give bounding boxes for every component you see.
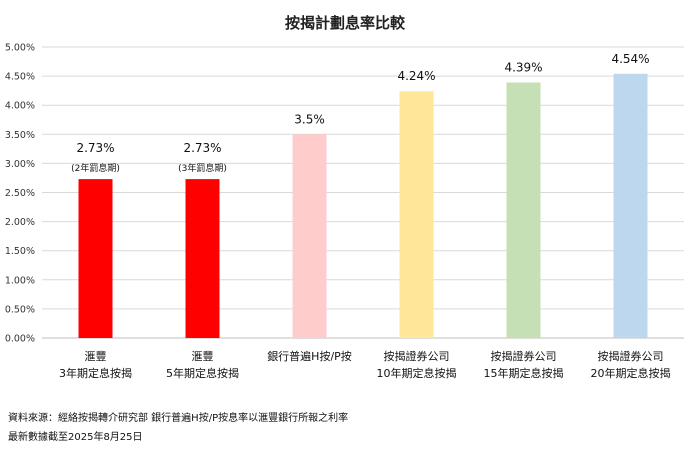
x-tick-label: 滙豐 [85, 350, 107, 363]
y-tick-label: 4.00% [5, 101, 35, 112]
x-tick-label: 滙豐 [192, 350, 214, 363]
updated-note: 最新數據截至2025年8月25日 [8, 432, 143, 443]
y-tick-label: 2.50% [5, 188, 35, 199]
chart-title: 按揭計劃息率比較 [284, 14, 405, 32]
y-tick-label: 3.00% [5, 159, 35, 170]
data-label: 4.24% [397, 69, 435, 83]
x-tick-label: 20年期定息按揭 [591, 366, 671, 380]
x-tick-label: 3年期定息按揭 [59, 366, 132, 380]
bar [399, 91, 434, 339]
x-tick-label: 銀行普遍H按/P按 [267, 349, 352, 363]
y-tick-label: 3.50% [5, 130, 35, 141]
data-sub-label: (3年罰息期) [178, 162, 227, 174]
x-tick-label: 5年期定息按揭 [166, 366, 239, 380]
data-label: 2.73% [183, 141, 221, 155]
y-tick-label: 2.00% [5, 217, 35, 228]
bar [292, 134, 327, 338]
x-tick-label: 15年期定息按揭 [484, 366, 564, 380]
bar [613, 73, 648, 338]
bar [78, 179, 113, 338]
y-tick-label: 0.00% [5, 334, 35, 345]
data-label: 2.73% [76, 141, 114, 155]
y-tick-label: 1.00% [5, 275, 35, 286]
x-tick-label: 10年期定息按揭 [377, 366, 457, 380]
x-tick-label: 按揭證券公司 [598, 349, 664, 363]
y-tick-label: 1.50% [5, 246, 35, 257]
data-sub-label: (2年罰息期) [71, 162, 120, 174]
y-tick-label: 5.00% [5, 43, 35, 54]
x-tick-label: 按揭證券公司 [491, 349, 557, 363]
bar [185, 179, 220, 338]
data-label: 4.54% [611, 52, 649, 66]
x-tick-label: 按揭證券公司 [384, 349, 450, 363]
source-note: 資料來源：經絡按揭轉介研究部 銀行普遍H按/P按息率以滙豐銀行所報之利率 [8, 413, 349, 424]
y-tick-label: 4.50% [5, 72, 35, 83]
bar [506, 82, 541, 338]
data-label: 3.5% [294, 112, 325, 126]
y-tick-label: 0.50% [5, 304, 35, 315]
data-label: 4.39% [504, 61, 542, 75]
